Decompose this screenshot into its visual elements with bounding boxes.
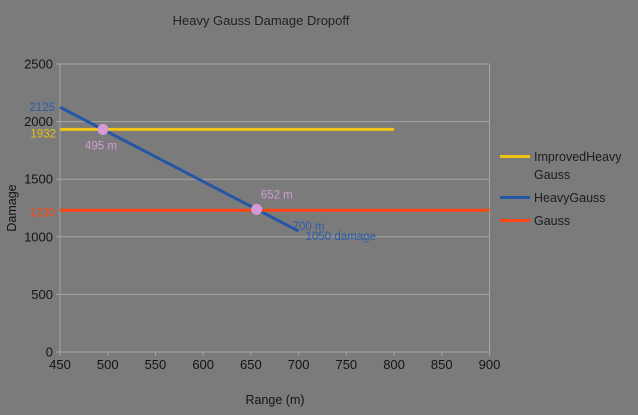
legend-swatch-yellow-line — [500, 155, 530, 158]
data-point-marker-495m — [97, 123, 109, 135]
annotation-495-m: 495 m — [85, 140, 117, 152]
annotation-1230: 1230 — [29, 207, 55, 219]
x-tick-label-800: 800 — [383, 357, 405, 372]
data-point-marker-656m — [251, 203, 263, 215]
x-axis-title: Range (m) — [245, 393, 304, 407]
x-tick-label-650: 650 — [240, 357, 262, 372]
annotation-652-m: 652 m — [261, 189, 293, 201]
annotation-1050-damage: 1050 damage — [306, 231, 376, 243]
annotation-1932: 1932 — [30, 128, 56, 140]
legend-item-improvedheavy-gauss: ImprovedHeavy Gauss — [500, 148, 630, 184]
x-tick-label-600: 600 — [192, 357, 214, 372]
y-tick-label-2500: 2500 — [24, 57, 53, 72]
x-tick-label-850: 850 — [431, 357, 453, 372]
legend-label: ImprovedHeavy Gauss — [534, 150, 622, 182]
annotation-2125: 2125 — [29, 102, 55, 114]
y-tick-label-2000: 2000 — [24, 114, 53, 129]
y-axis-title: Damage — [5, 184, 19, 231]
legend-item-gauss: Gauss — [500, 212, 630, 230]
x-tick-label-450: 450 — [49, 357, 71, 372]
legend-item-heavygauss: HeavyGauss — [500, 189, 630, 207]
chart-title: Heavy Gauss Damage Dropoff — [172, 13, 350, 28]
legend-swatch-blue-line — [500, 196, 530, 199]
x-tick-label-700: 700 — [288, 357, 310, 372]
legend: ImprovedHeavy Gauss HeavyGauss Gauss — [500, 148, 630, 230]
series-line-heavygauss — [59, 105, 300, 233]
x-tick-label-750: 750 — [335, 357, 357, 372]
legend-swatch-orange-line — [500, 219, 530, 222]
legend-label: HeavyGauss — [534, 191, 606, 205]
legend-label: Gauss — [534, 214, 571, 228]
annotation-700-m: 700 m — [293, 221, 325, 233]
x-tick-label-900: 900 — [479, 357, 501, 372]
y-tick-label-1000: 1000 — [24, 229, 53, 244]
x-tick-label-550: 550 — [145, 357, 167, 372]
y-tick-label-500: 500 — [31, 287, 53, 302]
y-tick-label-0: 0 — [46, 345, 53, 360]
x-tick-label-500: 500 — [97, 357, 119, 372]
y-tick-label-1500: 1500 — [24, 172, 53, 187]
